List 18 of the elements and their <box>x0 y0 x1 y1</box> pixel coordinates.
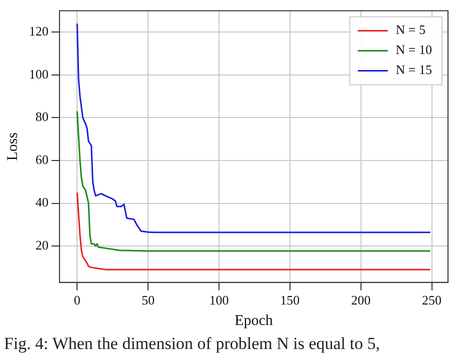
y-tick-label: 40 <box>36 194 48 210</box>
x-tick-label: 100 <box>209 292 229 308</box>
y-tick-label: 120 <box>29 24 48 39</box>
y-tick-label: 80 <box>36 109 48 124</box>
y-axis-title: Loss <box>4 132 21 161</box>
y-tick-label: 100 <box>29 66 48 82</box>
caption: Fig. 4: When the dimension of problem N is equal to 5, <box>4 334 380 354</box>
y-tick-label: 20 <box>36 237 48 252</box>
legend-label: N = 10 <box>396 42 432 58</box>
legend-label: N = 15 <box>396 62 432 78</box>
x-tick-label: 150 <box>280 292 300 308</box>
legend-label: N = 5 <box>396 22 426 38</box>
x-tick-label: 200 <box>351 292 371 308</box>
x-tick-label: 0 <box>74 292 80 308</box>
y-tick-label: 60 <box>36 152 48 167</box>
x-axis-title: Epoch <box>234 312 274 329</box>
x-tick-label: 250 <box>422 292 442 308</box>
x-tick-label: 50 <box>142 292 155 308</box>
